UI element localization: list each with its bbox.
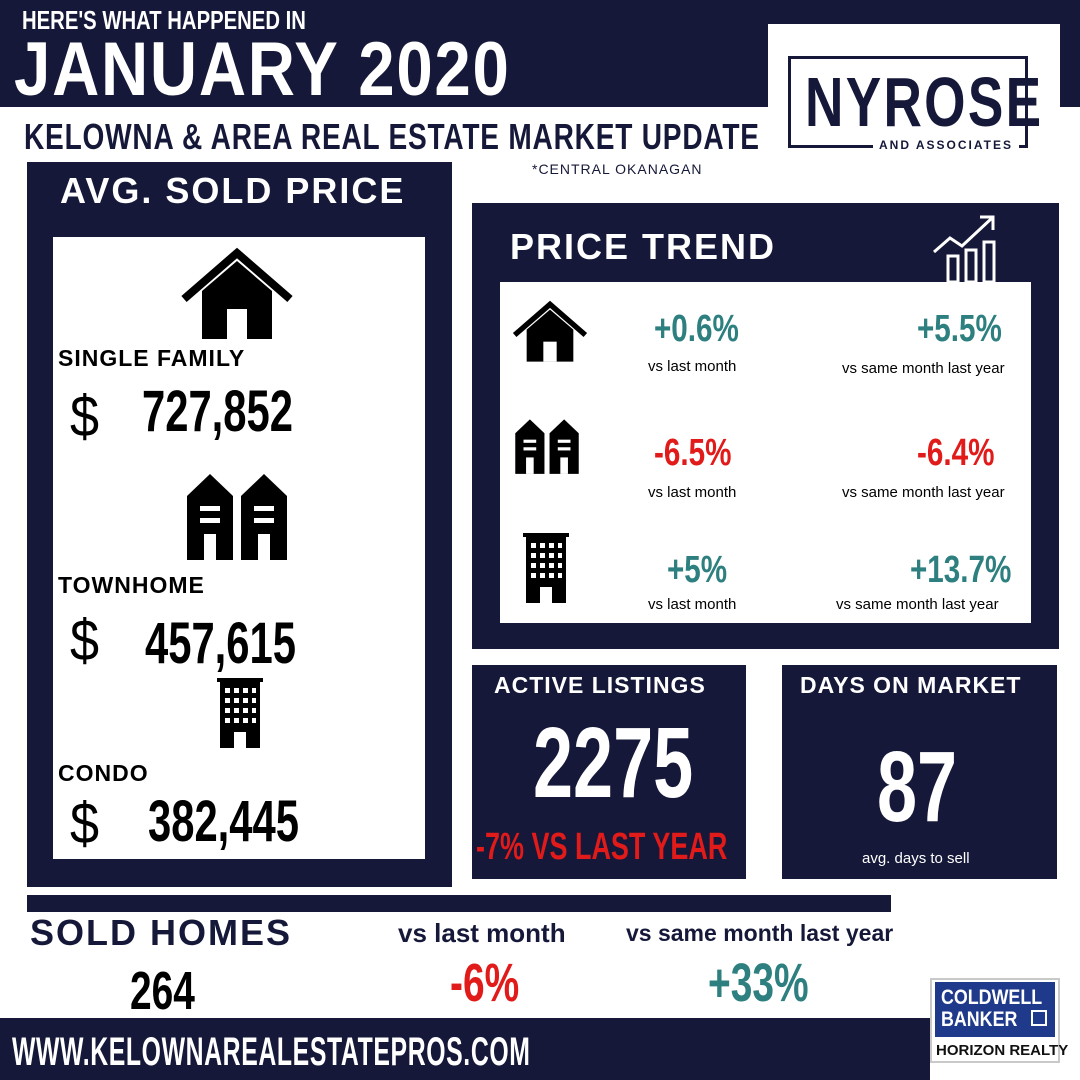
active-listings-title: ACTIVE LISTINGS: [494, 672, 706, 698]
trend-row1-yoy-wrap: +5.5%: [917, 308, 1026, 351]
footer-band: [0, 1018, 930, 1080]
townhouse-icon: [187, 474, 287, 560]
trend-row2-yoy-wrap: -6.4%: [917, 432, 1016, 475]
price-trend-title: PRICE TREND: [510, 226, 777, 267]
trend-row1-mom-label: vs last month: [648, 358, 737, 375]
sold-homes-value-wrap: 264: [130, 960, 220, 1022]
header-kicker-wrap: HERE'S WHAT HAPPENED IN: [22, 5, 386, 36]
brokerage-line1-wrap: COLDWELL: [941, 986, 1060, 1010]
days-on-market-caption: avg. days to sell: [862, 850, 970, 867]
sold-homes-bar: [27, 895, 891, 912]
sold-homes-mom-wrap: -6%: [450, 952, 546, 1014]
trend-row2-yoy-label: vs same month last year: [842, 484, 1005, 501]
trend-row1-yoy: +5.5%: [917, 308, 1002, 350]
trend-row1-yoy-label: vs same month last year: [842, 360, 1005, 377]
single-family-label: SINGLE FAMILY: [58, 345, 246, 371]
house-icon: [181, 247, 293, 339]
footer-url[interactable]: WWW.KELOWNAREALESTATEPROS.COM: [12, 1030, 531, 1074]
active-listings-value-wrap: 2275: [533, 706, 755, 821]
active-listings-change: -7% VS LAST YEAR: [476, 826, 728, 868]
price-trend-card: [500, 282, 1031, 623]
sold-homes-title: SOLD HOMES: [30, 912, 293, 953]
logo-tagline: AND ASSOCIATES: [873, 138, 1020, 152]
logo-wrap: NYROSE: [805, 62, 1080, 142]
brokerage-line1: COLDWELL: [941, 986, 1043, 1009]
trend-chart-icon: [933, 215, 996, 282]
trend-row2-mom-label: vs last month: [648, 484, 737, 501]
trend-row2-yoy: -6.4%: [917, 432, 995, 474]
trend-row1-mom-wrap: +0.6%: [654, 308, 763, 351]
brokerage-name: HORIZON REALTY: [936, 1042, 1069, 1059]
sold-homes-mom-label: vs last month: [398, 918, 566, 948]
single-family-currency-wrap: $: [70, 383, 102, 450]
logo-name: NYROSE: [805, 63, 1044, 141]
active-listings-value: 2275: [533, 707, 694, 819]
trend-row3-yoy: +13.7%: [910, 549, 1012, 591]
townhome-price: 457,615: [145, 611, 296, 676]
trend-row3-yoy-wrap: +13.7%: [910, 549, 1040, 592]
brokerage-emblem-icon: [1031, 1010, 1047, 1026]
brokerage-logo: COLDWELL BANKER: [935, 982, 1055, 1037]
trend-condo-icon: [523, 533, 569, 603]
sold-homes-mom: -6%: [450, 953, 520, 1013]
active-listings-change-wrap: -7% VS LAST YEAR: [476, 826, 830, 869]
days-on-market-value: 87: [877, 731, 958, 843]
sold-homes-value: 264: [130, 961, 195, 1021]
single-family-price: 727,852: [142, 379, 293, 444]
condo-price: 382,445: [148, 789, 299, 854]
townhome-currency: $: [70, 608, 100, 673]
footer-url-wrap: WWW.KELOWNAREALESTATEPROS.COM: [12, 1030, 848, 1075]
single-family-price-wrap: 727,852: [142, 378, 352, 445]
header-subtitle: KELOWNA & AREA REAL ESTATE MARKET UPDATE: [24, 116, 760, 157]
condo-currency-wrap: $: [70, 790, 102, 857]
trend-house-icon: [512, 300, 588, 362]
condo-label: CONDO: [58, 760, 149, 786]
logo-box: [768, 24, 1060, 160]
header-kicker: HERE'S WHAT HAPPENED IN: [22, 5, 306, 35]
region-note: *CENTRAL OKANAGAN: [532, 161, 703, 177]
days-on-market-value-wrap: 87: [877, 730, 988, 845]
single-family-currency: $: [70, 384, 100, 449]
trend-row3-mom: +5%: [667, 549, 728, 591]
sold-homes-yoy: +33%: [708, 953, 809, 1013]
days-on-market-panel: [782, 665, 1057, 879]
condo-price-wrap: 382,445: [148, 788, 358, 855]
header-month-wrap: JANUARY 2020: [14, 30, 591, 110]
townhome-currency-wrap: $: [70, 607, 102, 674]
days-on-market-title: DAYS ON MARKET: [800, 672, 1022, 698]
trend-row3-mom-wrap: +5%: [667, 549, 744, 592]
subtitle-wrap: KELOWNA & AREA REAL ESTATE MARKET UPDATE: [24, 116, 967, 158]
condo-currency: $: [70, 791, 100, 856]
townhome-price-wrap: 457,615: [145, 610, 355, 677]
trend-row2-mom: -6.5%: [654, 432, 732, 474]
townhome-label: TOWNHOME: [58, 572, 205, 598]
trend-row1-mom: +0.6%: [654, 308, 739, 350]
avg-sold-price-card: [53, 237, 425, 859]
trend-townhouse-icon: [515, 419, 579, 474]
brokerage-line2-wrap: BANKER: [941, 1008, 1031, 1032]
header-month: JANUARY 2020: [14, 27, 511, 112]
trend-row2-mom-wrap: -6.5%: [654, 432, 753, 475]
active-listings-panel: [472, 665, 746, 879]
trend-row3-yoy-label: vs same month last year: [836, 596, 999, 613]
avg-sold-price-title: AVG. SOLD PRICE: [60, 170, 406, 211]
sold-homes-yoy-label: vs same month last year: [626, 920, 894, 946]
condo-building-icon: [217, 678, 263, 748]
brokerage-line2: BANKER: [941, 1008, 1018, 1031]
sold-homes-yoy-wrap: +33%: [708, 952, 848, 1014]
trend-row3-mom-label: vs last month: [648, 596, 737, 613]
